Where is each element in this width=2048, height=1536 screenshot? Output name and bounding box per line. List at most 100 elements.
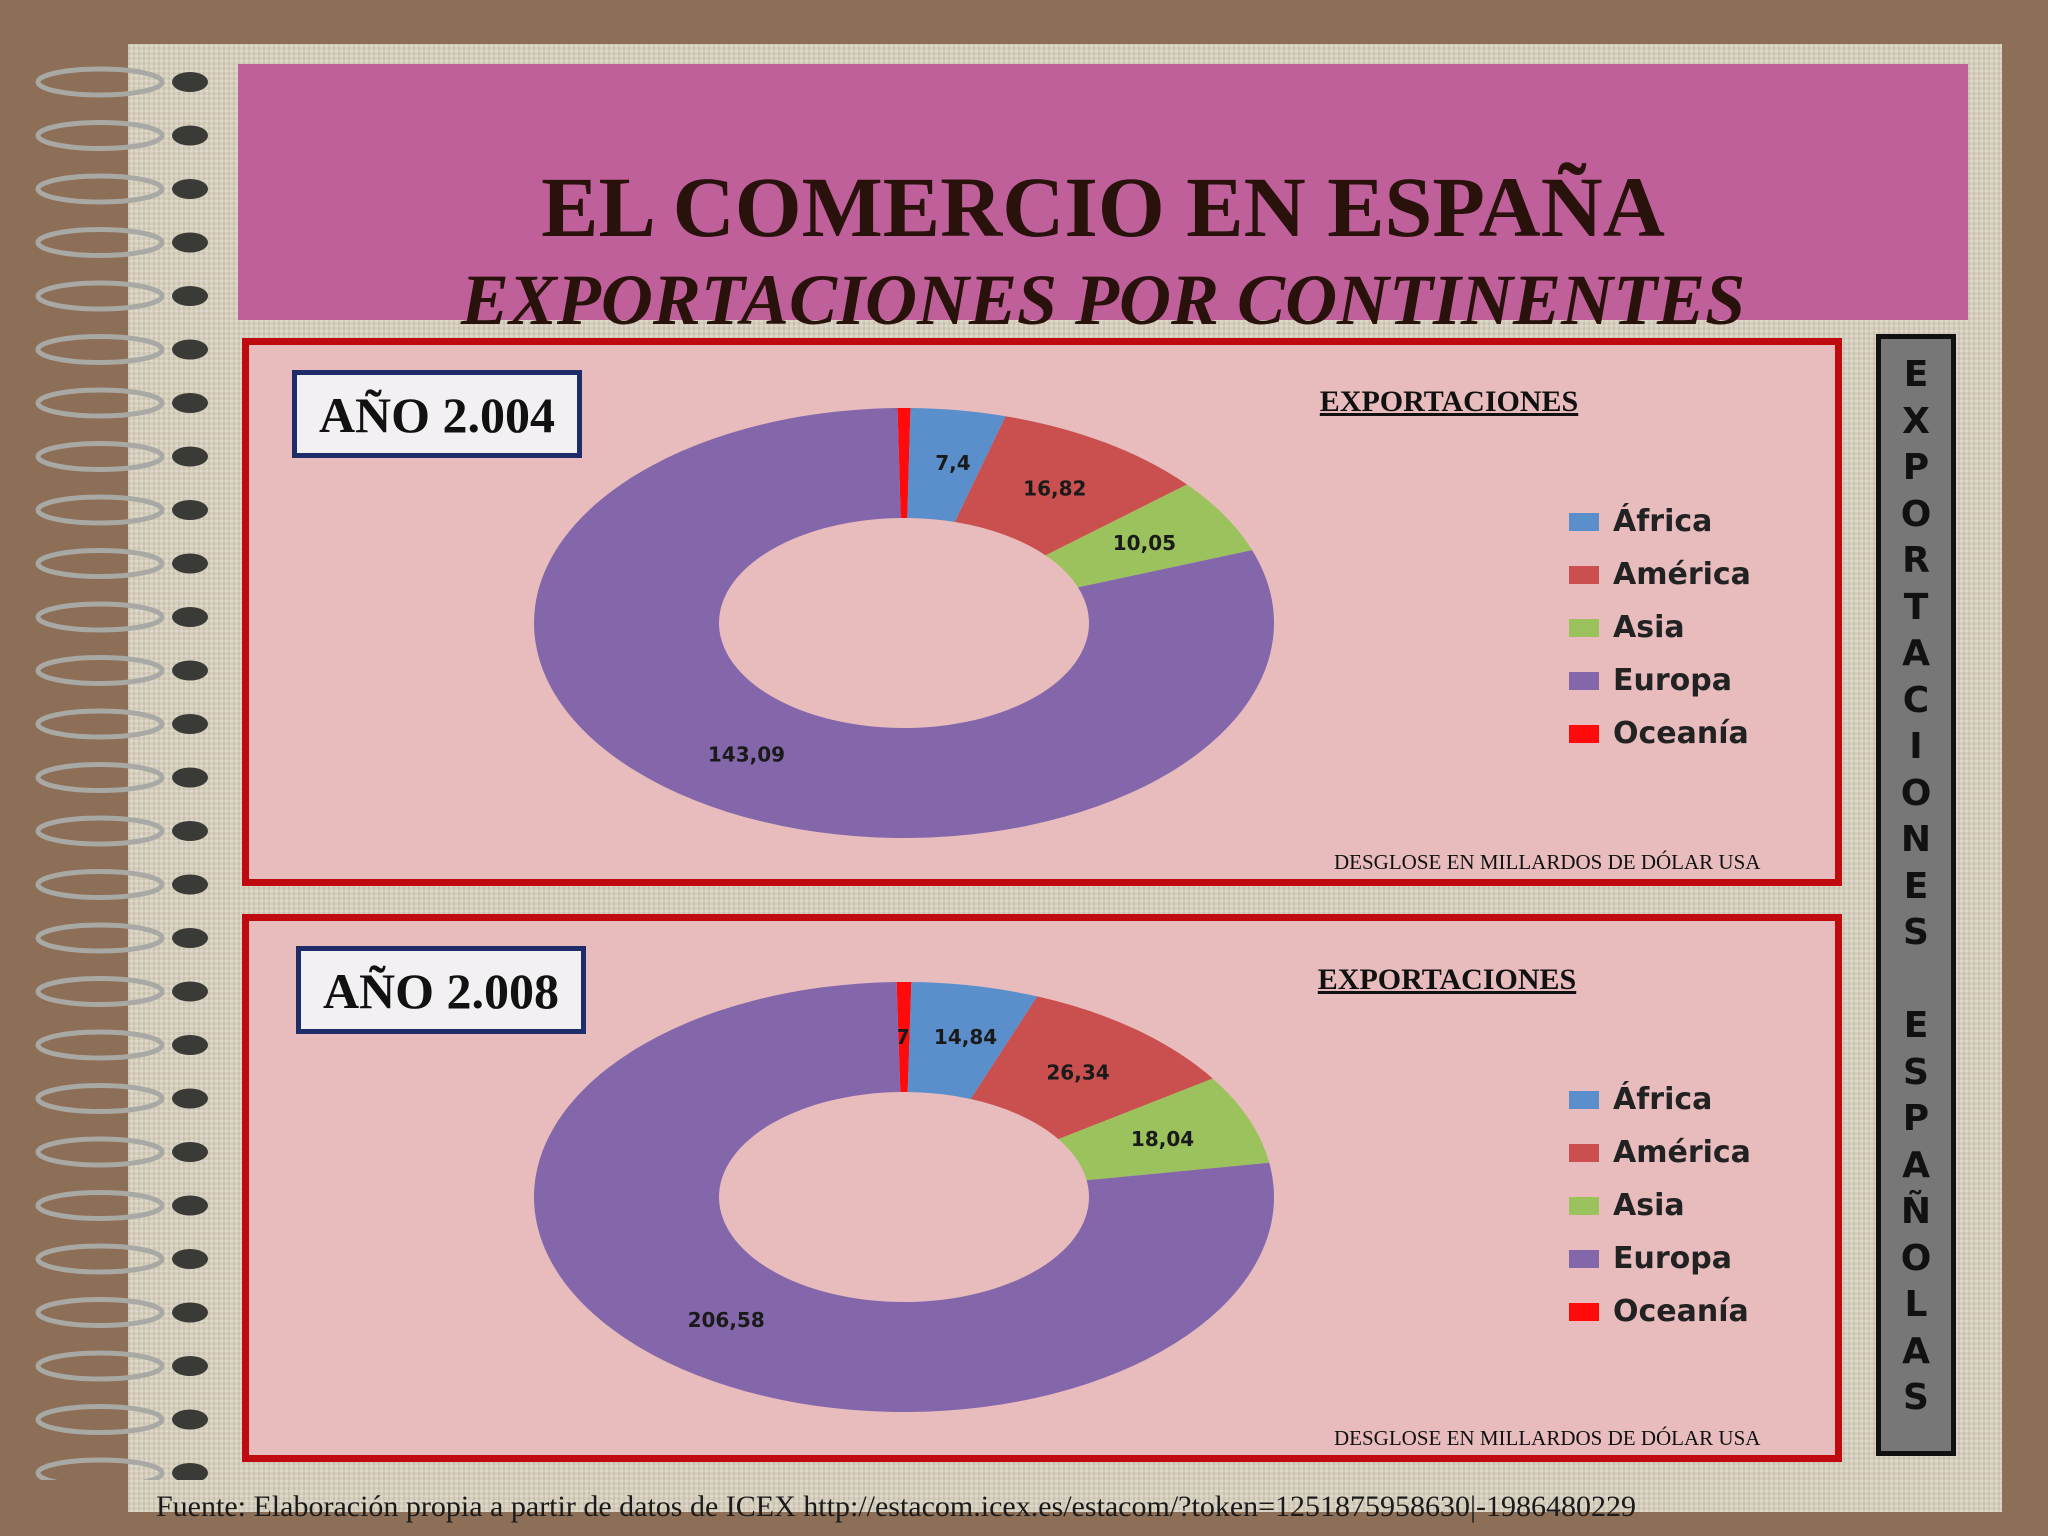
legend-item-asia: Asia	[1569, 1179, 1751, 1232]
sidebar-letter: A	[1902, 1144, 1930, 1186]
spiral-ring	[35, 1083, 208, 1114]
sidebar-letter: E	[1903, 865, 1929, 907]
spiral-ring	[35, 655, 208, 686]
legend-label: América	[1613, 557, 1751, 592]
legend-label: Europa	[1613, 1241, 1732, 1276]
data-label-asia: 18,04	[1131, 1127, 1194, 1151]
title-banner: EL COMERCIO EN ESPAÑA EXPORTACIONES POR …	[238, 64, 1968, 336]
sidebar-letter: Ñ	[1900, 1191, 1932, 1233]
legend-swatch	[1569, 1090, 1599, 1109]
year-label: AÑO 2.008	[296, 946, 586, 1034]
spiral-ring	[35, 976, 208, 1007]
sidebar-letter: C	[1902, 679, 1930, 721]
legend-item-europa: Europa	[1569, 1232, 1751, 1285]
spiral-ring	[35, 869, 208, 900]
sidebar-letter: X	[1902, 400, 1930, 442]
legend-label: Oceanía	[1613, 1294, 1749, 1329]
slice-africa	[907, 408, 1006, 523]
page-title: EL COMERCIO EN ESPAÑA	[541, 159, 1665, 255]
legend-swatch	[1569, 1249, 1599, 1268]
sidebar-letter: N	[1900, 819, 1932, 861]
units-note: DESGLOSE EN MILLARDOS DE DÓLAR USA	[1334, 1426, 1761, 1450]
data-label-africa: 7,4	[935, 451, 970, 475]
legend-swatch	[1569, 671, 1599, 690]
spiral-ring	[35, 1190, 208, 1221]
slice-asia	[1058, 1078, 1270, 1181]
year-label: AÑO 2.004	[292, 370, 582, 458]
legend-label: Europa	[1613, 663, 1732, 698]
legend-item-oceania: Oceanía	[1569, 707, 1751, 760]
spiral-ring	[35, 173, 208, 205]
legend-label: Oceanía	[1613, 716, 1749, 751]
legend-label: América	[1613, 1135, 1751, 1170]
legend-item-africa: África	[1569, 1073, 1751, 1126]
sidebar-letter: E	[1903, 1005, 1929, 1047]
slice-oceania	[897, 408, 911, 519]
spiral-ring	[35, 1457, 208, 1480]
data-label-africa: 14,84	[934, 1025, 997, 1049]
page-subtitle: EXPORTACIONES POR CONTINENTES	[460, 260, 1746, 340]
data-label-asia: 10,05	[1113, 531, 1176, 555]
source-footer: Fuente: Elaboración propia a partir de d…	[156, 1490, 1637, 1523]
slice-oceania	[896, 982, 912, 1093]
spiral-ring	[35, 922, 208, 954]
spiral-ring	[35, 708, 208, 740]
legend-swatch	[1569, 1196, 1599, 1215]
chart-legend: África América Asia Europa Oceanía	[1569, 495, 1751, 760]
data-label-europa: 143,09	[708, 743, 785, 767]
spiral-binding	[35, 66, 208, 1480]
legend-swatch	[1569, 1143, 1599, 1162]
spiral-ring	[35, 120, 208, 151]
legend-item-america: América	[1569, 1126, 1751, 1179]
slice-asia	[1045, 484, 1253, 588]
spiral-ring	[35, 815, 208, 847]
units-note: DESGLOSE EN MILLARDOS DE DÓLAR USA	[1334, 850, 1761, 874]
sidebar-letter: S	[1903, 1051, 1929, 1093]
slice-america	[954, 416, 1187, 556]
legend-label: África	[1613, 504, 1713, 539]
sidebar-letter: A	[1902, 1330, 1930, 1372]
chart-title: EXPORTACIONES	[1317, 963, 1577, 996]
legend-item-oceania: Oceanía	[1569, 1285, 1751, 1338]
slice-africa	[907, 982, 1038, 1100]
spiral-ring	[35, 441, 208, 472]
sidebar-letter: P	[1902, 447, 1930, 489]
legend-item-africa: África	[1569, 495, 1751, 548]
spiral-ring	[35, 1029, 208, 1061]
spiral-ring	[35, 1243, 208, 1275]
sidebar-letter: O	[1900, 1237, 1932, 1279]
chart-title: EXPORTACIONES	[1319, 385, 1579, 418]
legend-label: Asia	[1613, 610, 1685, 645]
spiral-ring	[35, 1297, 208, 1328]
sidebar-letter: I	[1909, 726, 1923, 768]
sidebar-letter: A	[1902, 633, 1930, 675]
chart-panel-2008: AÑO 2.008 EXPORTACIONES 1,714,8426,3418,…	[242, 914, 1842, 1462]
sidebar-letter: S	[1903, 912, 1929, 954]
spiral-ring	[35, 494, 208, 526]
data-label-america: 16,82	[1023, 477, 1086, 501]
data-label-europa: 206,58	[688, 1308, 765, 1332]
spiral-ring	[35, 1350, 208, 1382]
spiral-ring	[35, 66, 208, 98]
data-label-america: 26,34	[1046, 1060, 1109, 1084]
spiral-ring	[35, 548, 208, 579]
legend-swatch	[1569, 724, 1599, 743]
legend-label: África	[1613, 1082, 1713, 1117]
slice-america	[970, 996, 1213, 1140]
legend-item-europa: Europa	[1569, 654, 1751, 707]
spiral-ring	[35, 227, 208, 258]
legend-swatch	[1569, 565, 1599, 584]
slice-europa	[534, 982, 1274, 1412]
sidebar-letter: E	[1903, 354, 1929, 395]
spiral-ring	[35, 601, 208, 633]
spiral-ring	[35, 1404, 208, 1435]
sidebar-letter: S	[1903, 1377, 1929, 1419]
spiral-ring	[35, 334, 208, 365]
chart-legend: África América Asia Europa Oceanía	[1569, 1073, 1751, 1338]
legend-item-america: América	[1569, 548, 1751, 601]
legend-swatch	[1569, 618, 1599, 637]
sidebar-letter: P	[1902, 1098, 1930, 1140]
sidebar-letter: O	[1900, 493, 1932, 535]
